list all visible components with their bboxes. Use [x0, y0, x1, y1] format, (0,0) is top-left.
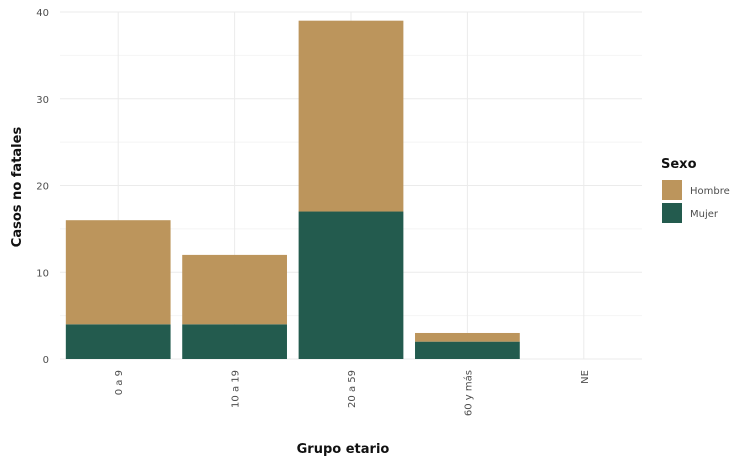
bar-hombre-20-a-59 [298, 20, 404, 212]
legend-swatch-hombre [662, 180, 682, 200]
bar-mujer-20-a-59 [298, 211, 404, 359]
bar-hombre-10-a-19 [182, 254, 287, 325]
y-axis: 0 10 20 30 40 [36, 8, 49, 366]
bars [65, 20, 520, 359]
x-axis-title: Grupo etario [297, 442, 390, 457]
legend-label-mujer: Mujer [690, 209, 719, 220]
legend-title: Sexo [661, 157, 697, 172]
bar-mujer-0-a-9 [65, 324, 171, 359]
y-axis-title: Casos no fatales [10, 127, 25, 248]
x-tick-label: 60 y más [462, 370, 474, 416]
y-tick-label: 40 [36, 8, 49, 19]
legend: Sexo Hombre Mujer [661, 157, 730, 223]
x-axis: 0 a 9 10 a 19 20 a 59 60 y más NE [114, 370, 591, 416]
bar-mujer-10-a-19 [182, 324, 287, 359]
y-tick-label: 20 [36, 182, 49, 193]
y-tick-label: 0 [43, 355, 49, 366]
x-tick-label: 20 a 59 [347, 370, 358, 408]
x-tick-label: NE [580, 370, 591, 384]
y-tick-label: 30 [36, 95, 49, 106]
bar-mujer-60-y-más [415, 341, 520, 359]
x-tick-label: 0 a 9 [114, 370, 125, 395]
legend-label-hombre: Hombre [690, 186, 730, 197]
legend-swatch-mujer [662, 203, 682, 223]
y-tick-label: 10 [36, 268, 49, 279]
x-tick-label: 10 a 19 [231, 370, 242, 408]
bar-hombre-0-a-9 [65, 220, 171, 325]
bar-hombre-60-y-más [415, 332, 520, 342]
